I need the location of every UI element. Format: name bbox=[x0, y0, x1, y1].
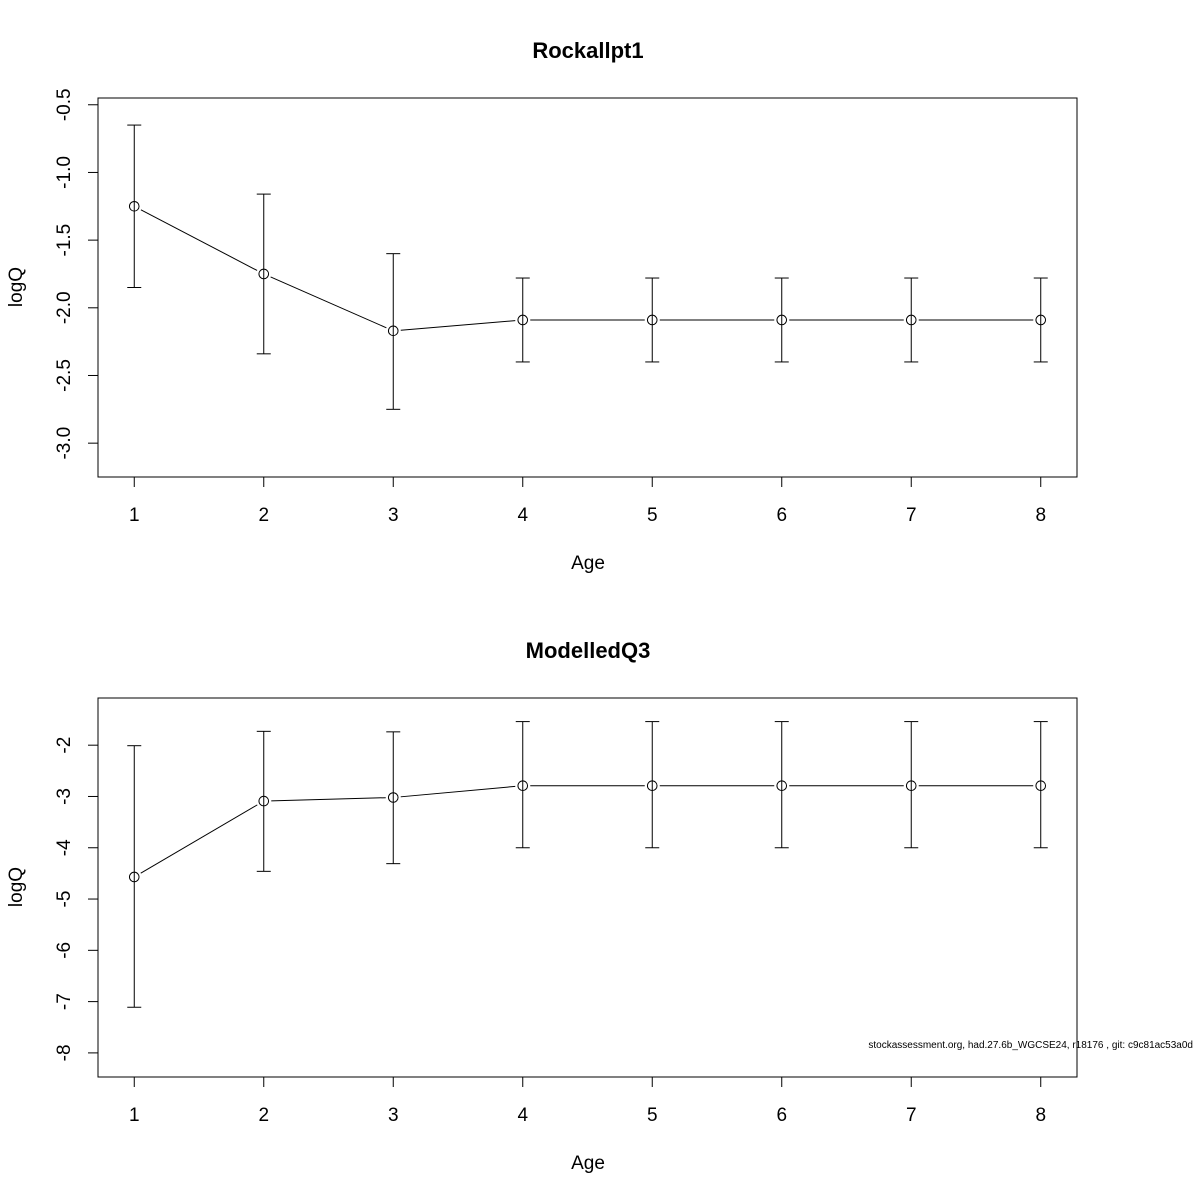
x-tick-label: 8 bbox=[1035, 1105, 1046, 1126]
chart-title: Rockallpt1 bbox=[532, 38, 643, 63]
series-line bbox=[400, 785, 516, 798]
data-point bbox=[258, 795, 270, 807]
y-tick-label: -8 bbox=[54, 1044, 75, 1061]
x-tick-label: 6 bbox=[776, 1105, 787, 1126]
y-axis-label: logQ bbox=[6, 267, 27, 307]
panel-modelledq3: ModelledQ3 Age logQ 1 2 3 4 5 6 7 8 -2 -3 -4 -5 -6 -7… bbox=[6, 638, 1078, 1174]
x-tick-label: 3 bbox=[388, 505, 399, 526]
plot-frame bbox=[97, 97, 1078, 478]
y-tick-label: -1.0 bbox=[54, 156, 75, 189]
y-tick-label: -7 bbox=[54, 993, 75, 1010]
axes: 1 2 3 4 5 6 7 8 -0.5 -1.0 -1.5 -2.0 -2.5 -3.0 bbox=[54, 88, 1046, 526]
data-point bbox=[387, 325, 399, 337]
y-tick-label: -2.5 bbox=[54, 359, 75, 392]
data-point bbox=[646, 780, 658, 791]
data-point bbox=[905, 314, 917, 326]
x-tick-label: 2 bbox=[258, 505, 269, 526]
footer-note: stockassessment.org, had.27.6b_WGCSE24, … bbox=[868, 1040, 1193, 1051]
data-marks bbox=[127, 721, 1048, 1008]
data-point bbox=[517, 314, 529, 326]
y-tick-label: -2.0 bbox=[54, 291, 75, 324]
series-line bbox=[400, 320, 516, 331]
x-tick-label: 2 bbox=[258, 1105, 269, 1126]
plot-frame bbox=[97, 697, 1078, 1078]
x-tick-label: 5 bbox=[647, 1105, 658, 1126]
data-point bbox=[776, 314, 788, 326]
data-point bbox=[517, 780, 529, 791]
axes: 1 2 3 4 5 6 7 8 -2 -3 -4 -5 -6 -7 -8 bbox=[54, 737, 1046, 1126]
data-point bbox=[905, 780, 917, 791]
data-point bbox=[258, 268, 270, 280]
x-tick-label: 7 bbox=[906, 505, 917, 526]
data-point bbox=[1035, 314, 1047, 326]
data-point bbox=[646, 314, 658, 326]
x-tick-label: 6 bbox=[776, 505, 787, 526]
x-tick-label: 4 bbox=[517, 505, 528, 526]
y-tick-label: -3.0 bbox=[54, 427, 75, 460]
series-line bbox=[140, 804, 258, 874]
x-tick-label: 1 bbox=[129, 1105, 140, 1126]
data-point bbox=[1035, 780, 1047, 791]
y-tick-label: -3 bbox=[54, 788, 75, 805]
y-axis-label: logQ bbox=[6, 867, 27, 907]
panel-rockallpt1: Rockallpt1 Age logQ 1 2 3 4 5 6 7 8 -0.5 -1.0 -1.5… bbox=[6, 38, 1078, 574]
chart-title: ModelledQ3 bbox=[526, 638, 651, 663]
y-tick-label: -4 bbox=[54, 839, 75, 856]
series-line bbox=[270, 276, 387, 329]
series-line bbox=[271, 797, 386, 802]
y-tick-label: -6 bbox=[54, 942, 75, 959]
data-point bbox=[128, 871, 140, 883]
y-tick-label: -0.5 bbox=[54, 88, 75, 121]
series-line bbox=[140, 209, 258, 271]
y-tick-label: -5 bbox=[54, 891, 75, 908]
x-tick-label: 8 bbox=[1035, 505, 1046, 526]
x-axis-label: Age bbox=[571, 553, 605, 574]
x-tick-label: 1 bbox=[129, 505, 140, 526]
x-axis-label: Age bbox=[571, 1153, 605, 1174]
x-tick-label: 5 bbox=[647, 505, 658, 526]
x-tick-label: 4 bbox=[517, 1105, 528, 1126]
y-tick-label: -2 bbox=[54, 737, 75, 754]
y-tick-label: -1.5 bbox=[54, 224, 75, 257]
data-marks bbox=[127, 124, 1048, 410]
data-point bbox=[128, 200, 140, 212]
x-tick-label: 7 bbox=[906, 1105, 917, 1126]
data-point bbox=[387, 792, 399, 803]
x-tick-label: 3 bbox=[388, 1105, 399, 1126]
data-point bbox=[776, 780, 788, 791]
